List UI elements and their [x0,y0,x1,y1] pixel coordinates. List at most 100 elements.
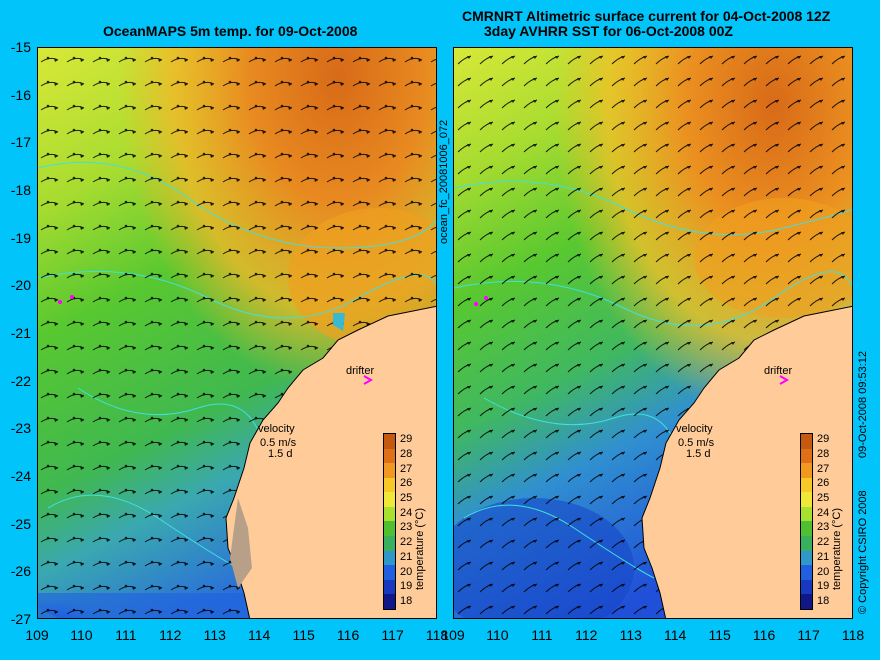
lon-tick-label: 116 [336,627,360,643]
left-colorbar [383,433,396,610]
colorbar-segment [384,506,395,522]
lon-tick-label: 109 [441,627,465,643]
lon-tick-label: 114 [664,627,687,643]
colorbar-tick: 18 [817,595,830,607]
right-scale-time: 1.5 d [686,448,711,460]
colorbar-segment [384,550,395,566]
timestamp-label: 09-Oct-2008 09:53:12 [857,350,869,458]
colorbar-tick: 24 [817,506,830,519]
right-velocity-label: velocity [676,423,713,435]
colorbar-segment [801,521,812,536]
colorbar-tick: 29 [817,433,830,445]
lat-tick-label: -22 [10,372,31,389]
colorbar-segment [801,434,812,449]
lat-tick-label: -24 [10,468,31,484]
colorbar-tick: 26 [817,477,830,490]
lat-tick-label: -26 [10,563,31,580]
lon-tick-label: 112 [575,627,598,643]
lon-tick-label: 118 [425,627,449,643]
colorbar-segment [384,594,395,609]
colorbar-tick: 18 [400,595,413,607]
right-panel-title-line1: CMRNRT Altimetric surface current for 04… [462,8,831,24]
colorbar-tick: 24 [400,506,413,519]
right-drifter-label: drifter [764,365,793,377]
lat-tick-label: -21 [10,325,31,341]
colorbar-tick: 23 [817,521,830,534]
lat-tick-label: -27 [10,611,31,627]
lat-tick-label: -17 [10,134,31,151]
colorbar-tick: 28 [817,447,830,460]
colorbar-tick: 19 [817,580,830,593]
colorbar-segment [801,492,812,507]
left-scale-time: 1.5 d [268,448,293,460]
colorbar-segment [384,492,395,507]
left-map [38,48,436,618]
colorbar-segment [801,594,812,609]
colorbar-tick: 25 [400,491,413,504]
lon-tick-label: 110 [486,627,509,643]
lat-tick-label: -20 [10,277,31,294]
lon-tick-label: 117 [381,627,404,643]
colorbar-segment [384,477,395,493]
colorbar-segment [801,550,812,566]
lat-tick-label: -18 [10,182,31,198]
right-panel-title-line2: 3day AVHRR SST for 06-Oct-2008 00Z [484,23,733,39]
colorbar-tick: 20 [817,565,830,578]
lon-tick-label: 114 [248,627,271,643]
colorbar-segment [384,579,395,595]
colorbar-segment [801,535,812,551]
colorbar-tick: 29 [400,433,413,445]
lon-tick-label: 117 [797,627,820,643]
lon-tick-label: 113 [619,627,642,643]
left-scale-speed: 0.5 m/s [260,437,297,449]
colorbar-tick: 23 [400,521,413,534]
lon-tick-label: 113 [203,627,226,643]
right-map [454,48,852,618]
colorbar-tick: 28 [400,447,413,460]
left-panel-title: OceanMAPS 5m temp. for 09-Oct-2008 [103,23,358,39]
lon-tick-label: 118 [841,627,865,643]
right-map-panel [453,47,853,619]
colorbar-tick: 20 [400,565,413,578]
lon-tick-label: 111 [115,627,137,643]
colorbar-segment [384,521,395,536]
colorbar-tick: 21 [817,550,830,563]
lat-tick-label: -15 [10,39,31,55]
colorbar-tick: 22 [817,536,830,549]
colorbar-segment [384,565,395,580]
colorbar-segment [801,448,812,464]
colorbar-tick: 26 [400,477,413,490]
left-colorbar-title: temperature (°C) [414,507,426,590]
colorbar-segment [384,535,395,551]
lon-tick-label: 115 [292,627,315,643]
colorbar-tick: 19 [400,580,413,593]
left-velocity-label: velocity [258,423,295,435]
colorbar-segment [801,579,812,595]
left-map-panel [37,47,437,619]
colorbar-tick: 27 [817,462,830,475]
colorbar-segment [801,565,812,580]
lon-tick-label: 116 [752,627,776,643]
colorbar-tick: 25 [817,491,830,504]
colorbar-tick: 22 [400,536,413,549]
colorbar-tick: 27 [400,462,413,475]
colorbar-segment [384,463,395,478]
lat-tick-label: -23 [10,420,31,437]
copyright-label: © Copyright CSIRO 2008 [857,490,869,614]
lon-tick-label: 115 [708,627,731,643]
right-colorbar-title: temperature (°C) [831,507,843,590]
colorbar-segment [384,434,395,449]
lat-tick-label: -25 [10,515,31,532]
lat-tick-label: -16 [10,86,31,103]
right-colorbar [800,433,813,610]
right-scale-speed: 0.5 m/s [678,437,715,449]
colorbar-segment [801,506,812,522]
run-id-label: ocean_fc_20081006_072 [438,119,450,244]
lat-tick-label: -19 [10,229,31,246]
lon-tick-label: 111 [531,627,553,643]
lon-tick-label: 112 [159,627,182,643]
colorbar-segment [801,477,812,493]
lon-tick-label: 110 [70,627,93,643]
colorbar-segment [384,448,395,464]
left-drifter-label: drifter [346,365,375,377]
